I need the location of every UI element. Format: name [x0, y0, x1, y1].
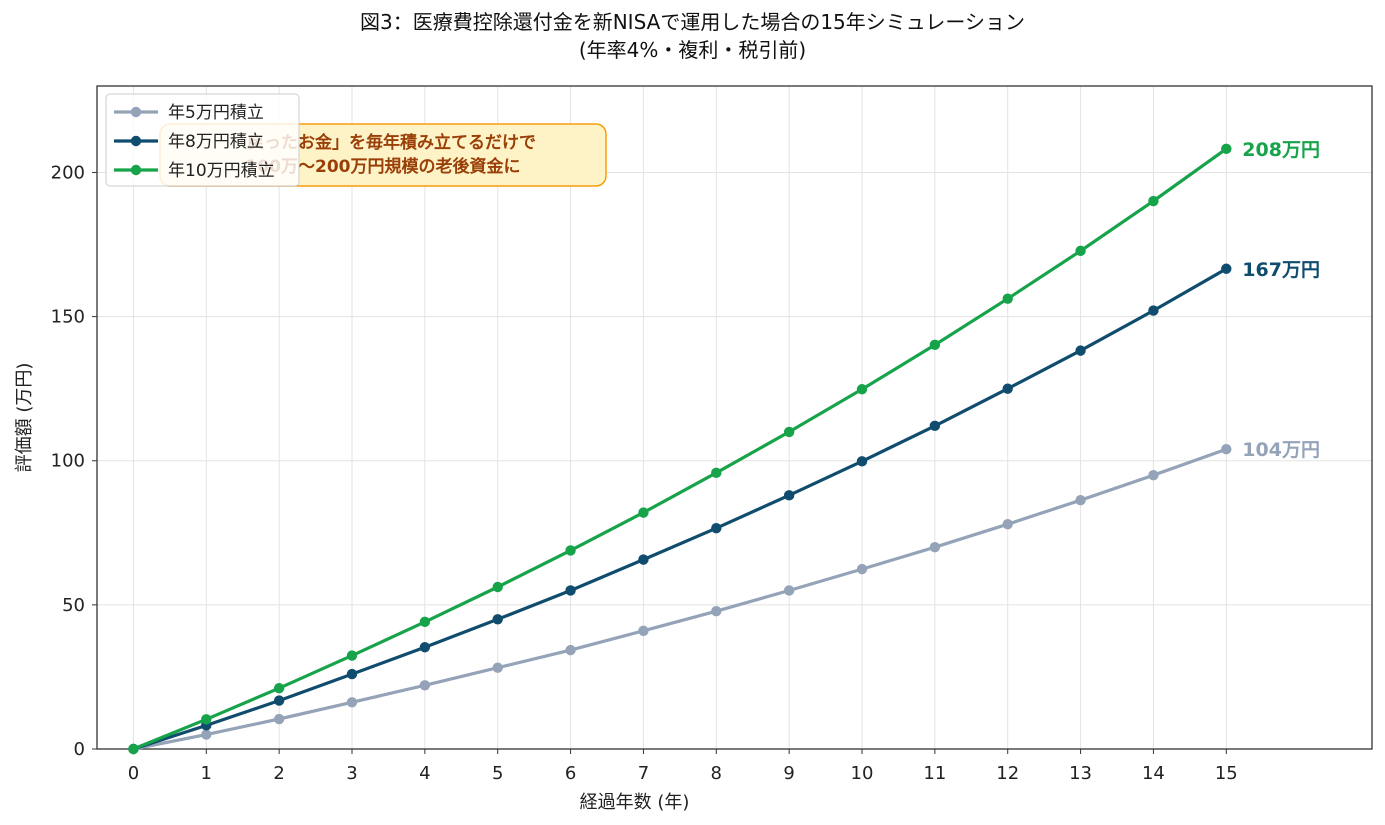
- data-point: [783, 426, 795, 438]
- x-tick-label: 2: [273, 763, 284, 784]
- data-point: [638, 625, 649, 637]
- data-point: [1075, 345, 1086, 356]
- data-point: [492, 662, 503, 673]
- data-point: [711, 606, 722, 617]
- legend-swatch-marker: [130, 164, 142, 176]
- data-point: [856, 384, 868, 395]
- data-point: [638, 507, 649, 518]
- y-tick-label: 200: [51, 162, 85, 183]
- y-tick-label: 100: [51, 451, 85, 472]
- data-point: [1221, 444, 1232, 455]
- data-point: [273, 695, 285, 706]
- legend-swatch-marker: [130, 106, 142, 118]
- x-tick-label: 10: [851, 763, 874, 784]
- data-point: [565, 644, 576, 656]
- x-tick-label: 5: [492, 763, 503, 784]
- data-point: [346, 668, 358, 680]
- x-tick-label: 3: [346, 763, 357, 784]
- data-point: [346, 650, 358, 661]
- chart-title-block: 図3：医療費控除還付金を新NISAで運用した場合の15年シミュレーション (年率…: [0, 8, 1385, 64]
- data-point: [1075, 495, 1086, 506]
- x-tick-label: 14: [1142, 763, 1165, 784]
- legend-frame: [105, 93, 300, 187]
- annotation-text: 100万〜200万円規模の老後資金に: [246, 156, 521, 177]
- data-point: [929, 420, 941, 432]
- data-point: [201, 729, 212, 740]
- chart-title: 図3：医療費控除還付金を新NISAで運用した場合の15年シミュレーション: [360, 10, 1025, 34]
- legend-entry: 年5万円積立: [168, 103, 264, 123]
- data-point: [856, 456, 868, 467]
- x-tick-label: 4: [419, 763, 430, 784]
- series-line-0: [133, 447, 1227, 751]
- series-line-2: [132, 147, 1228, 751]
- legend-swatch-marker: [130, 135, 142, 147]
- data-point: [565, 585, 576, 596]
- end-value-label: 167万円: [1242, 259, 1320, 281]
- data-point: [711, 522, 722, 534]
- data-point: [346, 697, 358, 708]
- x-tick-label: 1: [201, 763, 212, 784]
- data-point: [638, 554, 649, 565]
- y-tick-label: 50: [62, 595, 85, 616]
- data-point: [783, 585, 795, 596]
- data-point: [492, 581, 503, 593]
- chart-subtitle: (年率4%・複利・税引前): [578, 38, 807, 62]
- x-axis-label: 経過年数 (年): [580, 792, 690, 813]
- legend-entry: 年8万円積立: [168, 132, 264, 152]
- data-point: [929, 339, 941, 351]
- annotation-text: 「戻ったお金」を毎年積み立てるだけで: [230, 132, 536, 153]
- data-point: [273, 682, 285, 694]
- x-tick-label: 0: [128, 763, 139, 784]
- data-point: [201, 714, 212, 725]
- y-axis-label: 評価額 (万円): [14, 363, 35, 473]
- legend-entry: 年10万円積立: [168, 161, 275, 181]
- data-point: [1002, 518, 1013, 530]
- plot-frame: [96, 85, 1373, 750]
- data-point: [1221, 263, 1232, 274]
- data-point: [1148, 195, 1159, 207]
- series-line-1: [132, 267, 1228, 751]
- y-tick-label: 150: [51, 307, 85, 328]
- data-point: [419, 680, 431, 691]
- data-point: [492, 614, 503, 625]
- data-point: [419, 642, 431, 653]
- x-tick-label: 15: [1215, 763, 1238, 784]
- data-point: [711, 467, 722, 479]
- data-point: [1148, 305, 1159, 316]
- x-tick-label: 6: [565, 763, 576, 784]
- data-point: [1002, 383, 1013, 394]
- end-value-label: 208万円: [1242, 139, 1320, 161]
- data-point: [783, 490, 795, 501]
- data-point: [929, 542, 941, 553]
- data-point: [1221, 143, 1232, 155]
- data-point: [419, 616, 431, 628]
- data-point: [1148, 469, 1159, 481]
- data-point: [273, 713, 285, 725]
- data-point: [565, 545, 576, 556]
- x-tick-label: 11: [923, 763, 946, 784]
- y-tick-label: 0: [74, 739, 85, 760]
- x-tick-label: 12: [996, 763, 1019, 784]
- x-tick-label: 9: [783, 763, 794, 784]
- data-point: [1002, 293, 1013, 304]
- end-value-label: 104万円: [1242, 439, 1320, 461]
- data-point: [856, 563, 868, 575]
- x-tick-label: 7: [638, 763, 649, 784]
- x-tick-label: 13: [1069, 763, 1092, 784]
- data-point: [1075, 245, 1086, 257]
- x-tick-label: 8: [711, 763, 722, 784]
- data-point: [128, 743, 139, 755]
